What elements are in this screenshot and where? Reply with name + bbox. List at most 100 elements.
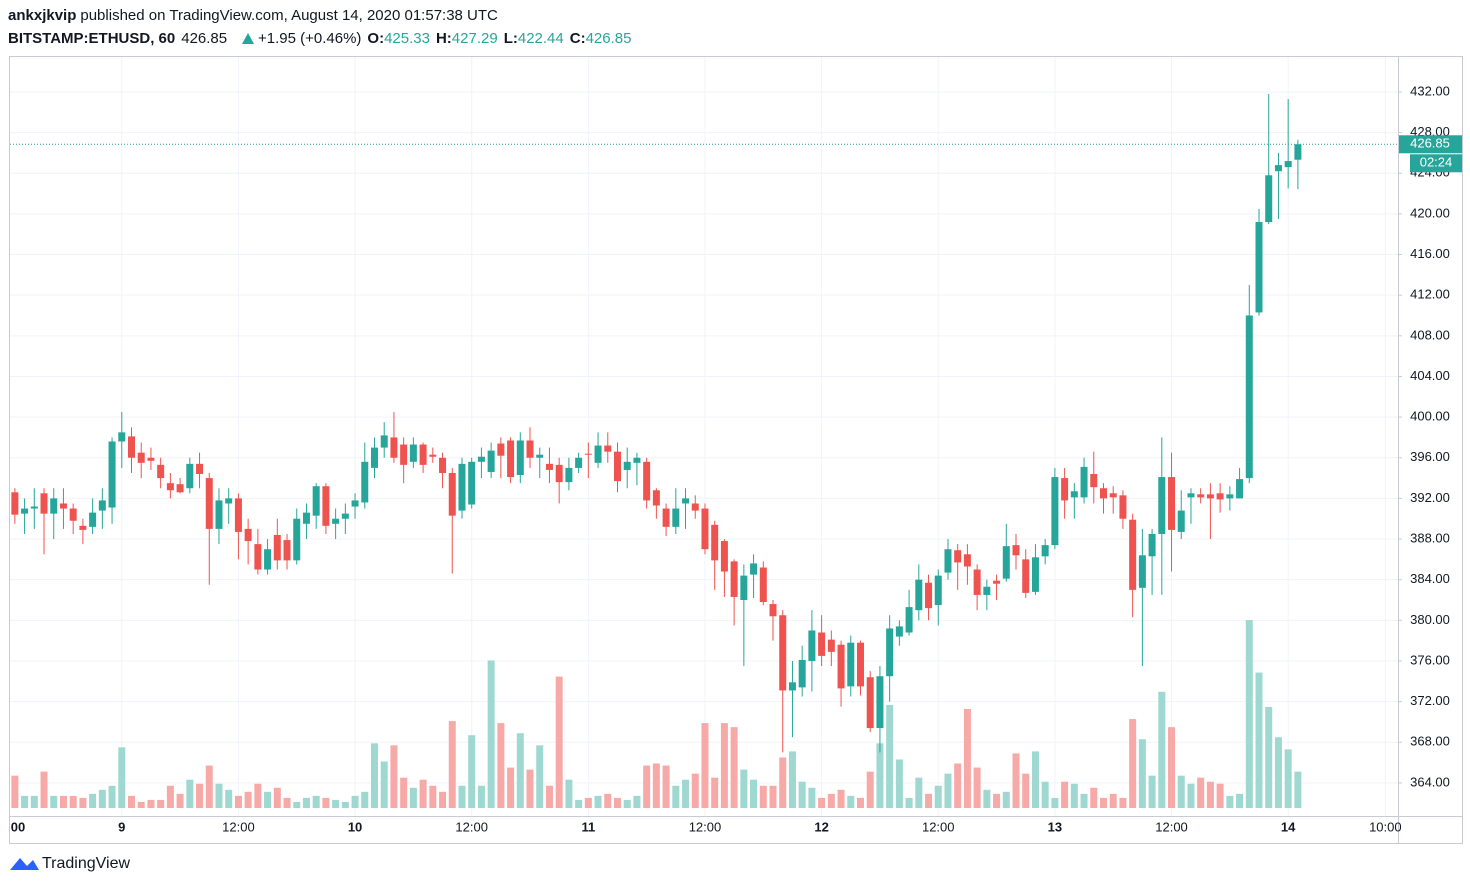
volume-bar [215,783,223,808]
x-tick-label: 12:00 [922,819,955,834]
candle-body [127,436,135,458]
volume-bar [1206,781,1214,808]
candle-body [1226,494,1234,499]
volume-bar [1022,773,1030,808]
candle-body [21,508,29,514]
candle-body [293,518,301,561]
volume-bar [934,785,942,808]
volume-bar [604,793,612,808]
candle-body [108,441,116,508]
volume-bar [594,795,602,808]
candle-body [361,461,369,503]
candle-body [1099,488,1107,499]
candle-body [30,506,38,509]
l-label: L: [504,30,518,47]
candle-body [351,500,359,507]
candle-body [1274,165,1282,172]
volume-bar [351,795,359,808]
volume-bar [691,773,699,808]
volume-bar [370,743,378,808]
volume-bar [1226,795,1234,808]
candle-body [983,586,991,595]
y-tick-label: 416.00 [1410,246,1450,261]
candle-body [1245,315,1253,479]
volume-bar [1255,672,1263,808]
volume-bar [293,801,301,808]
candle-body [1109,493,1117,498]
volume-bar [69,795,77,808]
candle-body [79,525,87,530]
candle-body [798,659,806,688]
y-tick-label: 420.00 [1410,205,1450,220]
candle-body [1080,466,1088,498]
candle-body [322,486,330,526]
volume-bar [1148,775,1156,808]
candle-body [963,554,971,567]
y-tick-label: 392.00 [1410,490,1450,505]
y-tick-label: 396.00 [1410,449,1450,464]
candle-body [633,457,641,463]
candle-body [730,561,738,597]
candle-body [1284,161,1292,168]
publisher: ankxjkvip [8,7,76,24]
volume-bar [225,789,233,808]
candle-body [1119,495,1127,519]
candle-body [536,454,544,458]
last-price-box [1399,135,1462,154]
candle-body [302,512,310,524]
candle-body [584,453,592,455]
volume-bar [1031,751,1039,808]
y-tick-label: 384.00 [1410,571,1450,586]
candle-body [779,615,787,691]
volume-bar [312,795,320,808]
candle-body [526,440,534,458]
brand[interactable]: TradingView [10,855,130,872]
candle-body [886,628,894,677]
candle-body [147,457,155,461]
candle-body [380,435,388,448]
candle-body [818,632,826,656]
candle-body [1002,546,1010,579]
quote-line: +1.95 (+0.46%) O:425.33 H:427.29 L:422.44 C:… [258,30,631,47]
volume-bar [711,777,719,808]
candle-body [740,575,748,601]
countdown-box [1410,154,1462,173]
candle-body [1138,555,1146,588]
candle-body [993,580,1001,584]
candle-body [643,461,651,501]
candle-body [1158,477,1166,534]
volume-bar [390,745,398,808]
volume-bar [98,789,106,808]
candle-body [1041,545,1049,557]
volume-bar [332,799,340,808]
candle-body [847,642,855,687]
candle-body [341,513,349,519]
y-tick-label: 408.00 [1410,327,1450,342]
candle-body [1265,175,1273,223]
candle-body [497,443,505,456]
volume-bar [487,660,495,808]
candle-body [409,444,417,462]
up-arrow [242,33,254,44]
candle-body [429,454,437,457]
candle-body [1012,545,1020,556]
volume-bar [157,799,165,808]
volume-bar [925,793,933,808]
brand-name: TradingView [42,855,130,872]
volume-bar [205,765,213,808]
volume-bar [1070,783,1078,808]
candle-layer [11,93,1302,753]
volume-bar [915,777,923,808]
candle-body [837,644,845,689]
volume-bar [856,797,864,808]
change: +1.95 (+0.46%) [258,30,361,47]
candle-body [69,508,77,521]
x-tick-label: 12 [814,819,828,834]
x-tick-label: 10 [348,819,362,834]
volume-bar [954,763,962,808]
volume-bar [507,767,515,808]
volume-bar [89,793,97,808]
volume-bar [1265,706,1273,808]
